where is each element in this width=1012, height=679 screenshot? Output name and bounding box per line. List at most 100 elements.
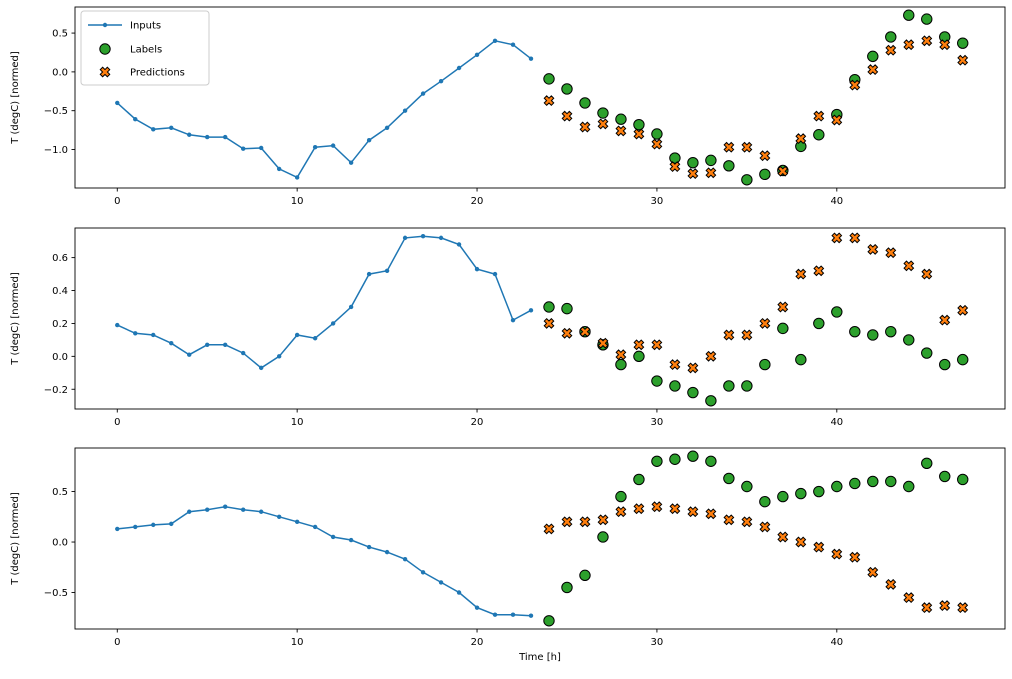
predictions-point: [651, 138, 663, 150]
labels-point: [957, 353, 969, 366]
predictions-point: [651, 339, 663, 351]
inputs-point: [474, 52, 480, 58]
inputs-point: [240, 146, 246, 151]
labels-point: [705, 395, 717, 407]
x-tick-label: 40: [830, 196, 843, 207]
predictions-point: [561, 516, 573, 528]
legend-predictions-x-icon: [99, 66, 111, 78]
labels-point: [615, 358, 627, 371]
labels-point: [957, 473, 969, 486]
predictions-point: [867, 566, 879, 578]
labels-point: [813, 317, 825, 330]
predictions-point: [867, 243, 879, 255]
inputs-point: [492, 38, 498, 44]
inputs-point: [115, 322, 120, 328]
labels-point: [615, 490, 627, 503]
predictions-point: [831, 548, 843, 560]
inputs-point: [187, 509, 192, 514]
predictions-point: [777, 165, 789, 177]
predictions-point: [759, 150, 771, 162]
legend-label: Inputs: [130, 21, 161, 32]
inputs-point: [348, 160, 354, 165]
labels-point: [597, 107, 609, 119]
labels-point: [741, 480, 753, 493]
legend-labels-circle-icon: [99, 43, 111, 55]
predictions-point: [543, 95, 555, 107]
labels-point: [687, 450, 699, 462]
y-axis-label: T (degC) [normed]: [10, 272, 21, 366]
predictions-point: [795, 268, 807, 280]
labels-point: [831, 480, 843, 493]
labels-point: [741, 174, 753, 186]
inputs-point: [348, 537, 354, 543]
labels-point: [615, 113, 627, 125]
predictions-point: [615, 349, 627, 361]
inputs-point: [115, 100, 120, 106]
predictions-point: [741, 329, 753, 341]
inputs-line: [117, 505, 532, 617]
inputs-point: [223, 504, 228, 509]
inputs-point: [187, 352, 192, 357]
predictions-point: [615, 125, 627, 137]
labels-point: [777, 490, 789, 503]
predictions-point: [957, 304, 969, 316]
y-tick-label: −0.5: [44, 588, 68, 599]
predictions-point: [633, 503, 645, 515]
x-tick-label: 30: [651, 637, 664, 648]
labels-point: [687, 156, 699, 169]
inputs-point: [258, 145, 264, 151]
inputs-point: [294, 332, 300, 338]
inputs-point: [115, 526, 120, 532]
inputs-point: [187, 132, 192, 137]
inputs-point: [402, 235, 408, 241]
labels-point: [669, 453, 681, 465]
labels-point: [903, 480, 915, 493]
inputs-point: [438, 580, 444, 585]
x-tick-label: 10: [291, 196, 304, 207]
plot-frame: [74, 6, 1006, 189]
inputs-point: [205, 507, 210, 512]
labels-point: [759, 168, 771, 181]
inputs-point: [474, 605, 480, 610]
predictions-point: [615, 506, 627, 518]
labels-point: [723, 472, 735, 485]
predictions-point: [903, 39, 915, 51]
labels-point: [561, 302, 573, 315]
labels-point: [795, 353, 807, 366]
predictions-point: [741, 516, 753, 528]
labels-point: [903, 334, 915, 346]
inputs-point: [151, 127, 156, 132]
predictions-point: [813, 265, 825, 277]
x-tick-label: 30: [651, 196, 664, 207]
labels-point: [885, 325, 897, 338]
predictions-point: [939, 600, 951, 612]
labels-point: [849, 325, 861, 338]
labels-point: [561, 581, 573, 594]
labels-point: [795, 487, 807, 500]
inputs-line: [116, 39, 532, 179]
plot-frame: [74, 227, 1006, 410]
y-axis-label: T (degC) [normed]: [10, 492, 21, 586]
predictions-point: [795, 133, 807, 145]
labels-point: [885, 31, 897, 43]
x-tick-label: 40: [830, 637, 843, 648]
x-tick-label: 0: [114, 637, 120, 648]
legend-box: [80, 10, 210, 86]
inputs-point: [402, 108, 408, 113]
y-tick-label: −0.2: [44, 385, 68, 396]
inputs-point: [151, 332, 156, 338]
predictions-point: [831, 232, 843, 244]
labels-point: [633, 118, 645, 131]
y-tick-label: 0.5: [52, 29, 68, 40]
y-tick-label: 0.0: [52, 352, 68, 363]
inputs-point: [312, 336, 318, 341]
inputs-line: [116, 235, 532, 369]
y-tick-label: 0.2: [52, 319, 68, 330]
labels-point: [705, 455, 717, 467]
inputs-point: [205, 342, 210, 348]
inputs-point: [438, 79, 444, 84]
predictions-point: [831, 114, 843, 126]
x-tick-label: 10: [291, 417, 304, 428]
predictions-point: [921, 268, 933, 280]
